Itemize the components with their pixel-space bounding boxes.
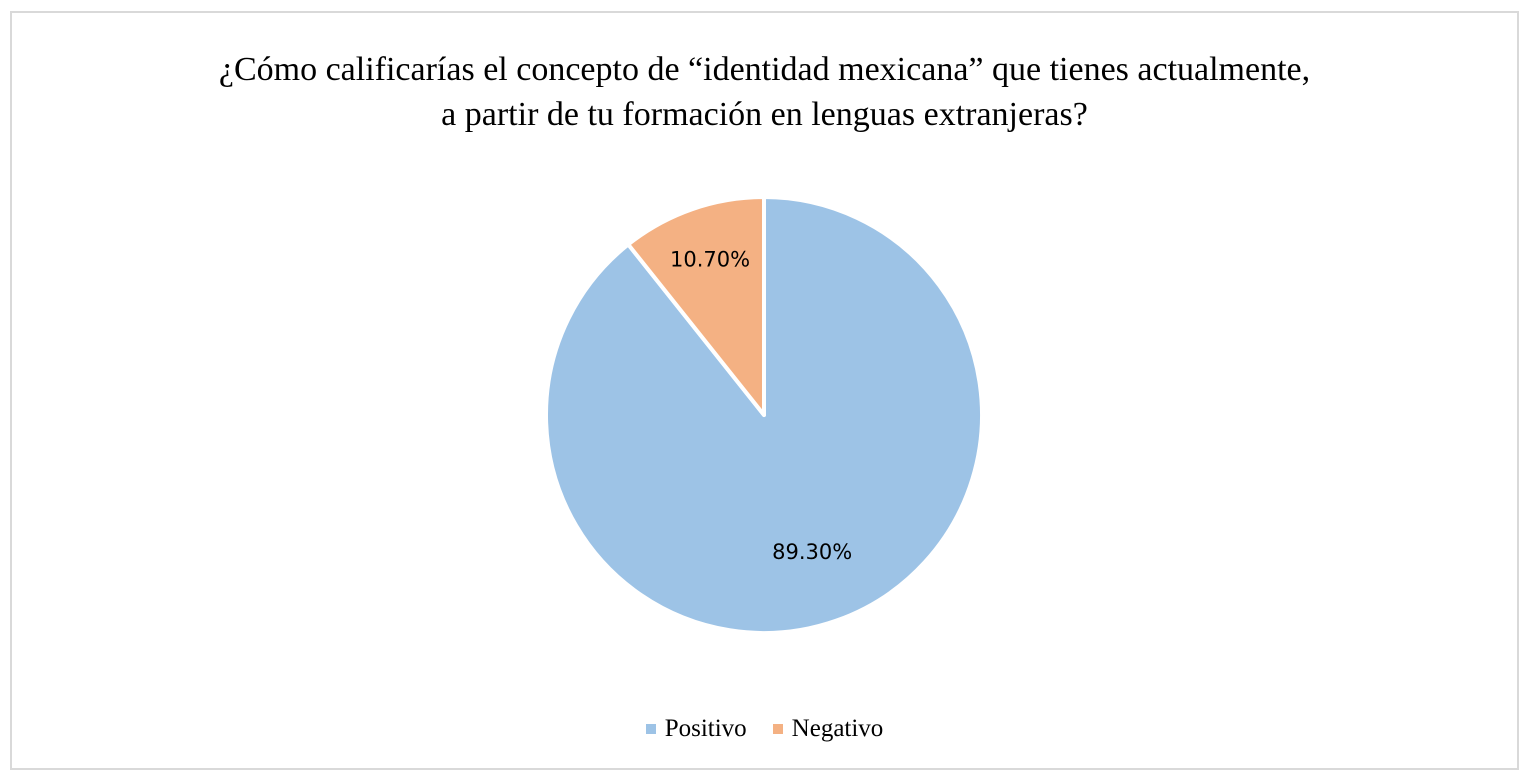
chart-title: ¿Cómo calificarías el concepto de “ident… (12, 47, 1517, 137)
legend-swatch-positivo (645, 724, 656, 734)
legend-item-positivo: Positivo (645, 715, 747, 743)
chart-title-line-1: ¿Cómo calificarías el concepto de “ident… (218, 51, 1311, 88)
slice-label-negativo: 10.70% (670, 248, 750, 272)
slice-label-positivo: 89.30% (772, 540, 852, 564)
pie-chart: 89.30% 10.70% (544, 195, 984, 635)
chart-title-line-2: a partir de tu formación en lenguas extr… (441, 96, 1088, 133)
pie-slice-negativo (626, 195, 766, 417)
legend: Positivo Negativo (12, 715, 1517, 743)
chart-frame: ¿Cómo calificarías el concepto de “ident… (10, 11, 1519, 770)
legend-label-negativo: Negativo (791, 715, 884, 742)
legend-item-negativo: Negativo (772, 715, 884, 743)
legend-swatch-negativo (772, 724, 783, 734)
legend-label-positivo: Positivo (664, 715, 747, 742)
